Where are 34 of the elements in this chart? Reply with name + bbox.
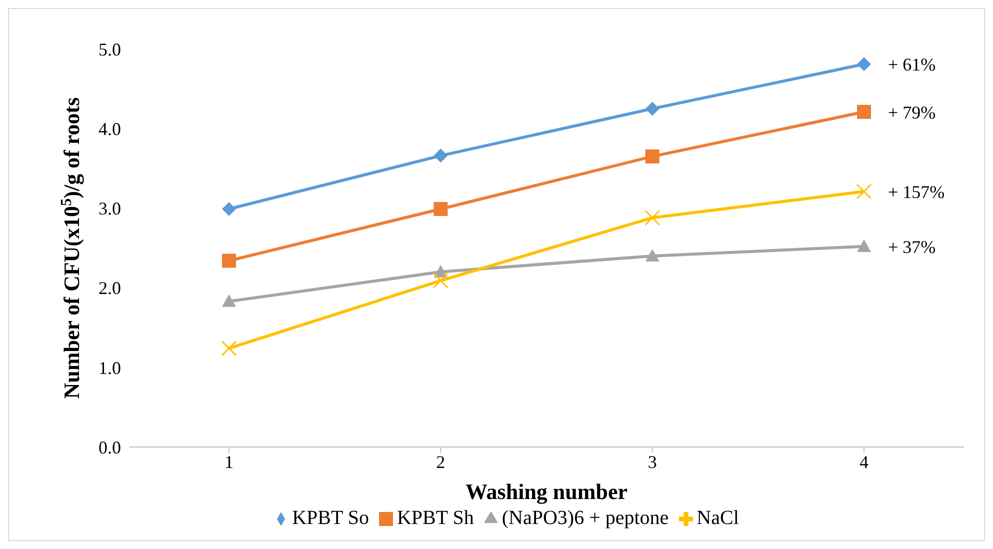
- point: [645, 102, 660, 116]
- point: [221, 340, 237, 356]
- legend-label: KPBT Sh: [396, 507, 474, 529]
- point: [434, 148, 448, 163]
- point: [857, 57, 871, 72]
- annotation: + 79%: [888, 102, 936, 122]
- annotation: + 37%: [888, 236, 936, 257]
- x-tick-label: 4: [860, 452, 868, 472]
- x-tick-label: 1: [224, 452, 234, 472]
- point: [432, 272, 448, 288]
- legend-label: NaCl: [696, 507, 739, 529]
- point: [222, 254, 236, 268]
- y-tick-label: 0.0: [98, 437, 121, 458]
- point: [645, 248, 660, 262]
- y-tick-label: 5.0: [98, 39, 121, 60]
- point: [857, 104, 871, 119]
- y-tick-label: 2.0: [98, 278, 121, 298]
- annotation: + 157%: [888, 182, 945, 202]
- legend-label: (NaPO3)6 + peptone: [502, 507, 669, 529]
- x-tick-label: 3: [648, 452, 657, 472]
- y-tick-label: 4.0: [98, 118, 121, 139]
- y-tick-label: 1.0: [98, 358, 121, 378]
- point: [644, 210, 660, 226]
- point: [857, 239, 871, 252]
- point: [645, 149, 660, 164]
- legend-label: KPBT So: [292, 507, 369, 529]
- point: [434, 202, 448, 216]
- point: [222, 294, 236, 307]
- y-tick-label: 3.0: [98, 198, 121, 219]
- x-tick-label: 2: [436, 452, 446, 472]
- x-axis-title: Washing number: [466, 479, 628, 504]
- point: [856, 184, 872, 200]
- point: [222, 202, 236, 216]
- annotation: + 61%: [888, 54, 936, 75]
